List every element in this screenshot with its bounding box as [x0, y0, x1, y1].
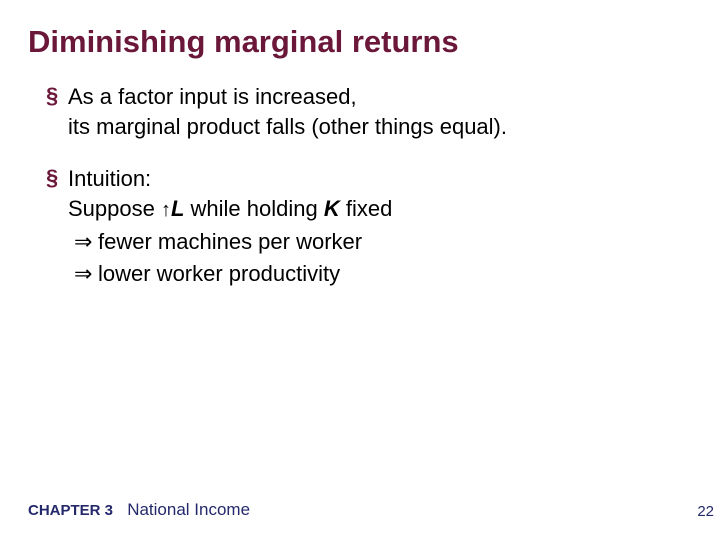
bullet-text-prefix: Suppose [68, 196, 161, 221]
footer: CHAPTER 3 National Income [28, 500, 250, 520]
bullet-item: § Intuition: Suppose ↑L while holding K … [46, 164, 692, 289]
bullet-body: Intuition: Suppose ↑L while holding K fi… [68, 164, 692, 289]
bullet-marker-icon: § [46, 82, 68, 142]
up-arrow-icon: ↑ [161, 195, 171, 225]
bullet-text-mid: while holding [184, 196, 323, 221]
bullet-text-suffix: fixed [340, 196, 393, 221]
bullet-text-line: its marginal product falls (other things… [68, 114, 507, 139]
implies-arrow-icon: ⇒ [68, 227, 98, 257]
sub-bullet-text: lower worker productivity [98, 259, 340, 289]
slide: Diminishing marginal returns § As a fact… [0, 0, 720, 540]
bullet-text-line: Intuition: [68, 166, 151, 191]
sub-bullet-text: fewer machines per worker [98, 227, 362, 257]
bullet-item: § As a factor input is increased, its ma… [46, 82, 692, 142]
bullet-body: As a factor input is increased, its marg… [68, 82, 692, 142]
footer-chapter: CHAPTER 3 [28, 502, 113, 519]
bullet-text-line: As a factor input is increased, [68, 84, 357, 109]
variable-l: L [171, 196, 184, 221]
sub-bullet: ⇒ lower worker productivity [68, 259, 692, 289]
slide-title: Diminishing marginal returns [28, 24, 692, 60]
variable-k: K [324, 196, 340, 221]
bullet-marker-icon: § [46, 164, 68, 289]
sub-bullet: ⇒ fewer machines per worker [68, 227, 692, 257]
page-number: 22 [697, 503, 714, 520]
bullet-list: § As a factor input is increased, its ma… [28, 82, 692, 289]
implies-arrow-icon: ⇒ [68, 259, 98, 289]
footer-title: National Income [127, 500, 250, 519]
